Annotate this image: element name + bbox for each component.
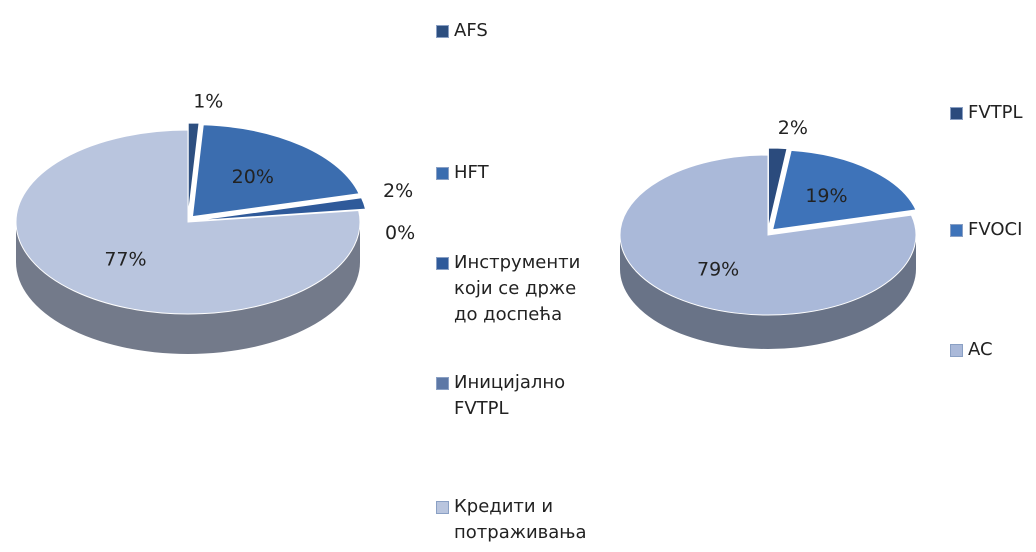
legend-label: AFS — [454, 18, 488, 44]
legend-item: FVOCI — [950, 217, 1036, 243]
legend-swatch — [436, 377, 449, 390]
legend-label: FVOCI — [968, 217, 1022, 243]
data-label: 1% — [193, 91, 223, 113]
legend-label: Иницијално FVTPL — [454, 370, 566, 422]
legend-item: Иницијално FVTPL — [436, 370, 566, 422]
legend-swatch — [950, 107, 963, 120]
legend-swatch — [950, 344, 963, 357]
legend-item: Кредити и потраживања — [436, 494, 566, 546]
legend-swatch — [950, 224, 963, 237]
data-label: 2% — [778, 117, 808, 139]
legend-label: AC — [968, 337, 993, 363]
legend-label: Инструменти који се држе до доспећа — [454, 250, 580, 328]
data-label: 77% — [104, 248, 146, 270]
data-label: 2% — [383, 180, 413, 202]
legend-swatch — [436, 167, 449, 180]
legend-label: Кредити и потраживања — [454, 494, 586, 546]
legend-label: FVTPL — [968, 100, 1023, 126]
page: 1% 20% 2% 0% 77% 2% 19% 79% AFS HFT Инструменти к… — [0, 0, 1036, 552]
legend-item: FVTPL — [950, 100, 1036, 126]
data-label: 19% — [805, 185, 847, 207]
legend-label: HFT — [454, 160, 489, 186]
data-label: 0% — [385, 222, 415, 244]
legend-item: Инструменти који се држе до доспећа — [436, 250, 566, 328]
data-label: 20% — [232, 166, 274, 188]
legend-swatch — [436, 25, 449, 38]
legend-swatch — [436, 501, 449, 514]
legend-swatch — [436, 257, 449, 270]
legend-item: AFS — [436, 18, 566, 44]
legend-item: HFT — [436, 160, 566, 186]
data-label: 79% — [697, 258, 739, 280]
legend-item: AC — [950, 337, 1036, 363]
